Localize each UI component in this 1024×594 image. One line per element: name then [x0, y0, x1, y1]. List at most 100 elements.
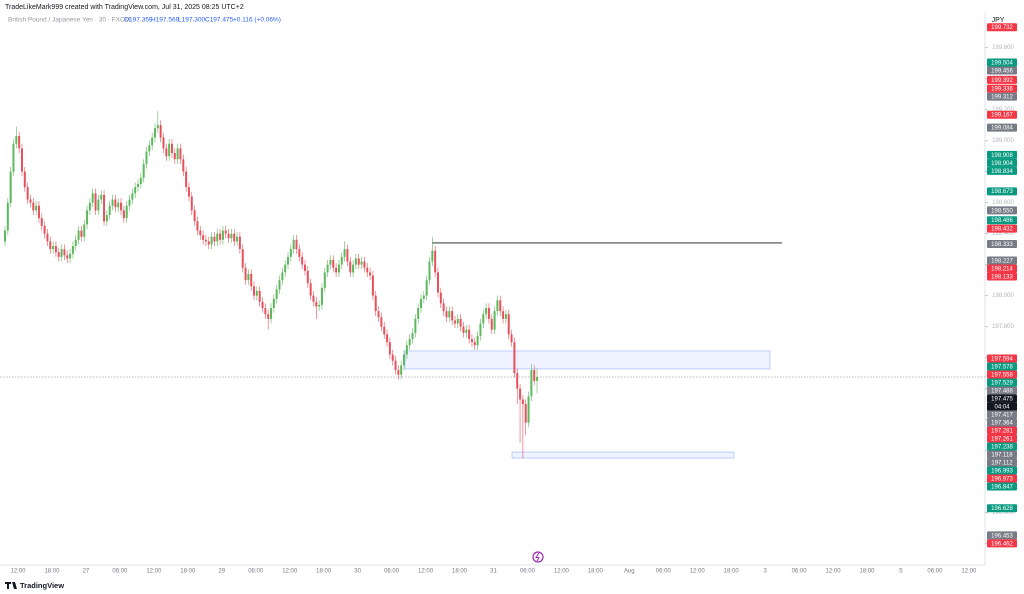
candle-body: [360, 261, 363, 265]
price-tag-label: 198.908: [991, 153, 1013, 159]
candle-body: [151, 137, 154, 146]
candle-body: [247, 273, 250, 281]
candle-body: [153, 128, 156, 138]
candle-body: [230, 233, 233, 239]
candle-body: [473, 342, 476, 346]
price-tag-label: 198.333: [991, 242, 1013, 248]
brand: TradingView: [20, 581, 64, 590]
candle-body: [122, 210, 125, 219]
candle-body: [49, 241, 52, 250]
candle-body: [66, 255, 69, 259]
ohlc-low: L197.300: [178, 17, 205, 24]
x-tick-label: 18:00: [860, 569, 876, 575]
candle-body: [397, 370, 400, 375]
candle-body: [366, 267, 369, 273]
price-tag-label: 197.238: [991, 444, 1013, 450]
candle-body: [108, 205, 111, 216]
candle-body: [524, 404, 527, 423]
candle-body: [487, 308, 490, 319]
candle-body: [267, 314, 270, 319]
candle-body: [170, 143, 173, 154]
candle-body: [272, 298, 275, 309]
candle-body: [374, 295, 377, 312]
price-tag-label: 197.364: [991, 420, 1013, 426]
x-tick-label: 12:00: [11, 569, 27, 575]
price-tag-label: 196.628: [991, 506, 1013, 512]
candle-body: [312, 295, 315, 302]
y-tick-label: 198.000: [992, 293, 1014, 299]
candle-body: [414, 318, 417, 333]
candle-body: [470, 339, 473, 343]
event-icon[interactable]: [532, 551, 544, 563]
candle-body: [255, 290, 258, 296]
candle-body: [318, 304, 321, 307]
price-tag-label: 197.475: [991, 396, 1013, 402]
candle-body: [88, 202, 91, 211]
price-tag: [987, 482, 1017, 491]
candle-body: [377, 311, 380, 318]
price-tag: [987, 92, 1017, 101]
candle-body: [46, 233, 49, 242]
candle-body: [403, 354, 406, 366]
candle-body: [32, 202, 35, 211]
price-tag-label: 197.578: [991, 364, 1013, 370]
price-tag-label: 197.112: [991, 460, 1013, 466]
candle-body: [485, 308, 488, 315]
price-tag-label: 199.336: [991, 86, 1013, 92]
candle-body: [533, 370, 536, 381]
candle-body: [380, 317, 383, 327]
candle-body: [462, 326, 465, 333]
price-tag-label: 196.453: [991, 533, 1013, 539]
candle-body: [63, 249, 66, 256]
candle-body: [284, 264, 287, 273]
candle-body: [176, 148, 179, 160]
candle-body: [12, 143, 15, 172]
price-tag-label: 197.118: [991, 452, 1013, 458]
price-tag-label: 199.504: [991, 60, 1013, 66]
candle-body: [187, 187, 190, 197]
candle-body: [340, 256, 343, 265]
candle-body: [253, 286, 256, 296]
candle-body: [306, 270, 309, 284]
credit: TradeLikeMark999 created with TradingVie…: [5, 4, 244, 11]
price-tag: [987, 216, 1017, 225]
price-tag: [987, 458, 1017, 467]
zone: [511, 451, 735, 459]
symbol: British Pound / Japanese Yen · 30 · FXCM: [8, 17, 130, 24]
x-tick-label: 06:00: [927, 569, 943, 575]
y-tick-label: 198.400: [992, 231, 1014, 237]
price-tag: [987, 354, 1017, 363]
candle-body: [530, 370, 533, 397]
candle-body: [411, 332, 414, 340]
price-tag: [987, 187, 1017, 196]
x-tick-label: 3: [763, 569, 767, 575]
candle-body: [431, 250, 434, 262]
candle-body: [519, 388, 522, 400]
candle-body: [100, 194, 103, 200]
candle-body: [536, 376, 539, 381]
candle-body: [142, 163, 145, 178]
price-tag: [987, 410, 1017, 419]
price-tag: [987, 378, 1017, 387]
candle-body: [244, 267, 247, 281]
candle-body: [258, 290, 261, 302]
candle-body: [74, 239, 77, 247]
candle-body: [162, 137, 165, 149]
x-tick-label: 06:00: [520, 569, 536, 575]
brand-logo: [5, 582, 17, 589]
candle-body: [349, 261, 352, 273]
x-tick-label: 18:00: [316, 569, 332, 575]
price-tag: [987, 256, 1017, 265]
candle-body: [456, 318, 459, 324]
x-tick-label: 18:00: [452, 569, 468, 575]
candle-body: [496, 300, 499, 312]
x-tick-label: 30: [354, 569, 361, 575]
x-tick-label: 5: [899, 569, 903, 575]
candle-body: [264, 308, 267, 315]
candle-body: [482, 314, 485, 324]
price-tag: [987, 264, 1017, 273]
x-tick-label: 06:00: [112, 569, 128, 575]
candle-body: [6, 202, 9, 231]
candle-body: [391, 354, 394, 361]
